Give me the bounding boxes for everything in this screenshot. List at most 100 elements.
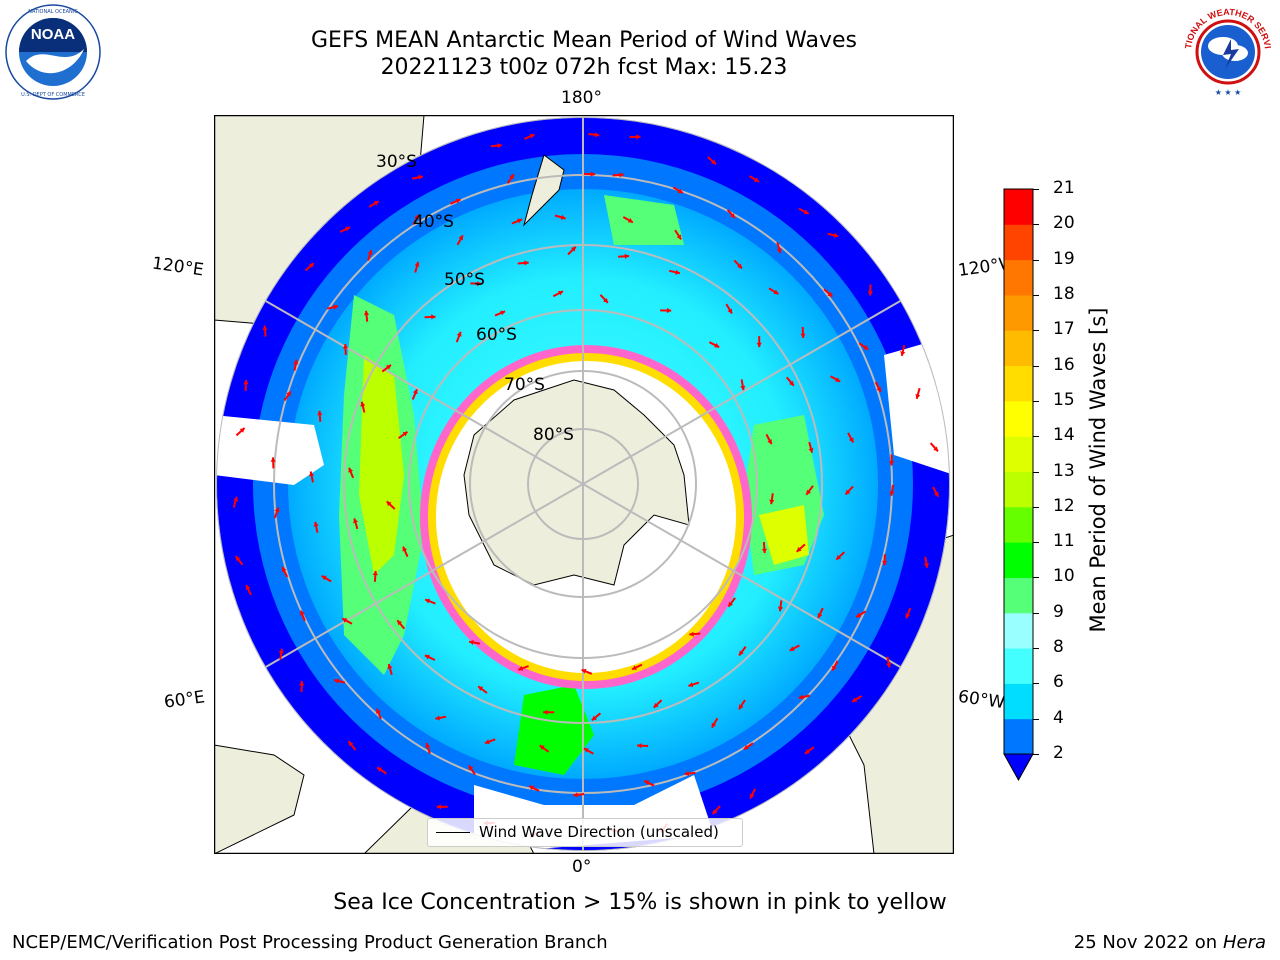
wind-wave-arrowhead <box>749 793 755 799</box>
wind-wave-arrowhead <box>509 174 514 180</box>
wind-wave-arrowhead <box>739 650 744 656</box>
colorbar-segment <box>1004 436 1033 472</box>
wind-wave-arrowhead <box>863 345 869 350</box>
svg-text:NATIONAL OCEANIC: NATIONAL OCEANIC <box>28 9 78 15</box>
colorbar-segment <box>1004 365 1033 402</box>
colorbar-tick-label: 17 <box>1053 319 1075 340</box>
wind-wave-arrowhead <box>348 467 354 473</box>
colorbar-tick-mark <box>1033 189 1039 190</box>
colorbar-tick-label: 21 <box>1053 178 1075 198</box>
colorbar-tick-mark <box>1033 506 1039 508</box>
colorbar-tick-label: 14 <box>1053 425 1075 446</box>
wind-wave-arrowhead <box>300 610 305 616</box>
wind-wave-arrowhead <box>769 499 775 505</box>
wind-wave-arrowhead <box>342 618 348 623</box>
lat-label-60s: 60°S <box>476 325 517 345</box>
wind-wave-arrowhead <box>889 461 895 466</box>
wind-wave-arrowhead <box>386 364 391 370</box>
colorbar-tick-mark <box>1033 294 1039 296</box>
colorbar-segment <box>1004 577 1033 614</box>
wind-wave-arrowhead <box>387 664 393 669</box>
wind-wave-arrowhead <box>856 612 862 618</box>
nws-logo: NATIONAL WEATHER SERVICE ★ ★ ★ <box>1176 0 1277 101</box>
wind-wave-arrowhead <box>270 457 276 462</box>
wind-wave-arrowhead <box>543 709 548 715</box>
colorbar-segment <box>1004 718 1033 755</box>
wind-wave-arrowhead <box>803 209 809 215</box>
wind-wave-arrowhead <box>636 134 641 140</box>
wind-wave-arrowhead <box>418 174 423 180</box>
wind-wave-arrowhead <box>500 310 506 316</box>
colorbar-segment <box>1004 294 1033 331</box>
colorbar-tick-mark <box>1033 436 1039 438</box>
wind-wave-arrowhead <box>689 631 694 637</box>
colorbar-tick-label: 6 <box>1053 672 1064 693</box>
wind-wave-arrowhead <box>711 722 717 728</box>
colorbar-segment <box>1004 683 1033 720</box>
colorbar-segment <box>1004 542 1033 578</box>
footer-date: 25 Nov 2022 on Hera <box>1074 932 1266 953</box>
wind-wave-arrowhead <box>539 745 545 750</box>
high-period-core-west <box>359 355 404 575</box>
colorbar-tick-mark <box>1033 330 1039 332</box>
wind-wave-arrowhead <box>286 391 291 397</box>
wind-wave-arrowhead <box>412 389 418 395</box>
colorbar-tick-label: 15 <box>1053 389 1075 410</box>
wind-wave-arrowhead <box>581 668 587 674</box>
wind-wave-arrowhead <box>529 133 535 139</box>
wind-wave-arrowhead <box>458 235 463 241</box>
colorbar-tick-label: 13 <box>1053 460 1075 481</box>
wind-wave-arrowhead <box>425 598 431 604</box>
white-patch-east <box>884 335 950 475</box>
wind-wave-arrowhead <box>627 218 633 223</box>
wind-wave-arrowhead <box>637 743 642 749</box>
wind-wave-arrowhead <box>624 253 630 259</box>
high-period-band-south <box>514 685 594 775</box>
footer-organization: NCEP/EMC/Verification Post Processing Pr… <box>12 932 608 953</box>
wind-wave-arrowhead <box>402 546 408 552</box>
wind-wave-arrowhead <box>367 250 373 255</box>
wind-wave-arrowhead <box>852 697 858 702</box>
lon-label-60w: 60°W <box>956 686 1007 714</box>
wind-wave-arrowhead <box>348 741 354 747</box>
wind-wave-arrowhead <box>345 226 350 232</box>
wind-wave-arrowhead <box>933 446 938 452</box>
wind-wave-arrowhead <box>789 646 795 651</box>
wind-wave-arrowhead <box>363 310 370 316</box>
wind-wave-arrowhead <box>832 665 837 671</box>
wind-wave-arrowhead <box>529 785 535 791</box>
wind-wave-arrowhead <box>402 431 408 437</box>
lat-label-30s: 30°S <box>376 152 417 172</box>
wind-wave-arrowhead <box>485 739 490 745</box>
noaa-logo: NOAA NATIONAL OCEANIC U.S. DEPT OF COMME… <box>4 3 102 101</box>
title-line-1: GEFS MEAN Antarctic Mean Period of Wind … <box>311 28 857 53</box>
colorbar-tick-label: 10 <box>1053 566 1075 587</box>
wind-wave-arrowhead <box>915 394 921 399</box>
wind-wave-arrowhead <box>789 380 794 386</box>
wind-wave-arrowhead <box>583 748 589 753</box>
colorbar-tick-mark <box>1033 648 1039 650</box>
wind-wave-arrowhead <box>309 471 315 477</box>
wind-wave-arrowhead <box>455 198 461 204</box>
wind-wave-arrowhead <box>804 749 810 754</box>
colorbar-tick-mark <box>1033 683 1039 685</box>
wind-wave-arrowhead <box>573 792 578 798</box>
wind-wave-arrowhead <box>594 132 600 138</box>
wind-wave-arrowhead <box>923 563 929 568</box>
wind-wave-arrowhead <box>299 681 305 686</box>
wind-wave-arrowhead <box>313 521 319 527</box>
wind-wave-arrowhead <box>727 308 732 314</box>
colorbar-segment <box>1004 471 1033 508</box>
wind-wave-arrowhead <box>728 601 734 607</box>
wind-wave-arrowhead <box>414 261 420 267</box>
wind-wave-arrowhead <box>754 177 759 182</box>
wind-wave-arrowhead <box>740 385 746 391</box>
new-zealand-land <box>523 154 565 227</box>
colorbar-tick-label: 16 <box>1053 354 1075 375</box>
high-period-band-north <box>604 195 684 245</box>
wind-wave-arrowhead <box>876 386 881 392</box>
wind-wave-arrowhead <box>677 188 683 194</box>
colorbar-tick-mark <box>1033 259 1039 261</box>
map-legend: Wind Wave Direction (unscaled) <box>427 818 743 847</box>
colorbar-tick-label: 2 <box>1053 743 1064 763</box>
